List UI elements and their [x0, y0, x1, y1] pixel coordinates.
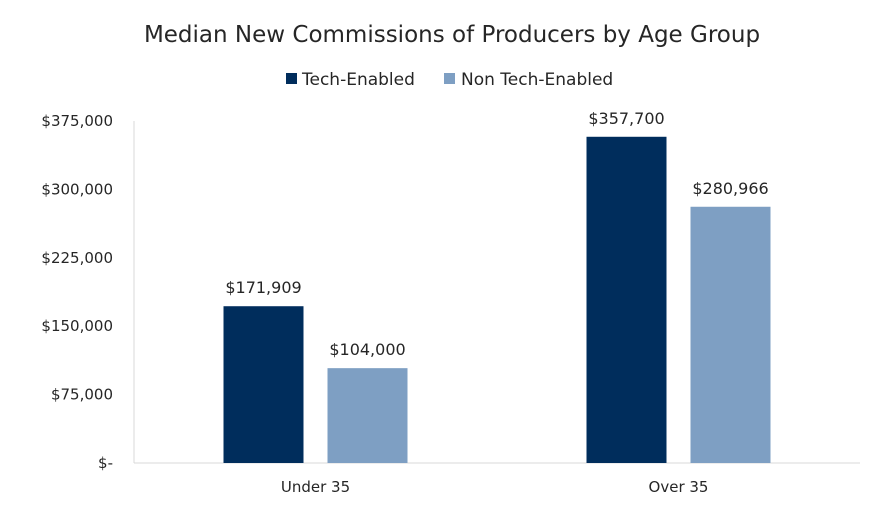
legend-swatch-tech-enabled — [286, 73, 297, 84]
y-tick-label: $300,000 — [41, 180, 113, 198]
x-axis-categories: Under 35 Over 35 — [281, 478, 709, 496]
y-tick-label: $- — [98, 454, 113, 472]
y-tick-label: $150,000 — [41, 317, 113, 335]
y-axis-ticks: $- $75,000 $150,000 $225,000 $300,000 $375,00… — [41, 112, 113, 472]
bar-tech-enabled-0 — [224, 306, 304, 463]
legend: Tech-Enabled Non Tech-Enabled — [286, 70, 613, 90]
y-tick-label: $225,000 — [41, 249, 113, 267]
bar-non-tech-enabled-1 — [691, 207, 771, 463]
legend-label-tech-enabled: Tech-Enabled — [301, 70, 415, 90]
legend-label-non-tech-enabled: Non Tech-Enabled — [461, 70, 613, 90]
data-label: $171,909 — [225, 278, 301, 297]
data-labels: $171,909 $104,000 $357,700 $280,966 — [225, 109, 768, 359]
legend-item-non-tech-enabled: Non Tech-Enabled — [444, 70, 613, 90]
bars — [224, 137, 771, 463]
data-label: $357,700 — [588, 109, 664, 128]
bar-non-tech-enabled-0 — [328, 368, 408, 463]
y-tick-label: $375,000 — [41, 112, 113, 130]
chart-title: Median New Commissions of Producers by A… — [144, 22, 760, 48]
y-tick-label: $75,000 — [51, 386, 113, 404]
data-label: $104,000 — [329, 340, 405, 359]
bar-tech-enabled-1 — [587, 137, 667, 463]
x-category-label: Over 35 — [649, 478, 709, 496]
legend-item-tech-enabled: Tech-Enabled — [286, 70, 415, 90]
x-category-label: Under 35 — [281, 478, 350, 496]
legend-swatch-non-tech-enabled — [444, 73, 455, 84]
data-label: $280,966 — [692, 179, 768, 198]
